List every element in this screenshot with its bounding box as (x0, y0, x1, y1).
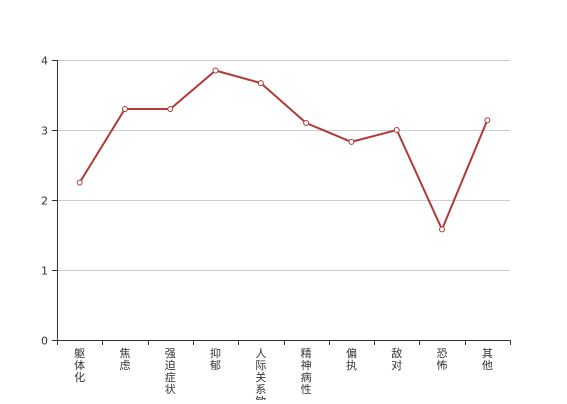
x-tick-label: 人际关系敏感 (255, 347, 266, 400)
x-tick-label: 强迫症状 (165, 347, 176, 396)
series-line (78, 69, 489, 231)
axes (52, 60, 511, 345)
data-point (257, 80, 264, 87)
x-tick-label: 躯体化 (74, 347, 85, 384)
x-tick-label: 焦虑 (119, 347, 130, 372)
data-point (484, 117, 491, 124)
data-point (393, 127, 400, 133)
y-axis-tick-labels: 0 1 2 3 4 (41, 55, 48, 348)
data-point (439, 226, 446, 233)
x-axis-tick-labels: 躯体化 焦虑 强迫症状 抑郁 人际关系敏感 精神病性 偏执 敌对 恐怖 其他 (74, 346, 493, 404)
x-tick-label: 精神病性 (301, 347, 312, 396)
x-tick-label: 抑郁 (210, 346, 221, 372)
data-points (76, 67, 491, 233)
y-tick-label: 3 (41, 125, 48, 138)
y-tick-label: 2 (41, 195, 48, 208)
data-point (121, 106, 128, 112)
y-tick-label: 4 (41, 55, 48, 68)
gridlines (57, 60, 510, 271)
data-point (76, 179, 83, 186)
x-tick-label: 敌对 (391, 346, 402, 372)
data-point (167, 106, 174, 112)
x-tick-label: 其他 (482, 347, 493, 372)
data-point (348, 138, 355, 145)
y-tick-label: 0 (41, 335, 48, 348)
data-point (212, 67, 219, 74)
y-tick-label: 1 (41, 265, 48, 278)
data-point (303, 120, 310, 126)
series-line-layer (78, 69, 489, 231)
x-tick-label: 偏执 (346, 346, 357, 372)
x-tick-label: 恐怖 (437, 347, 448, 372)
